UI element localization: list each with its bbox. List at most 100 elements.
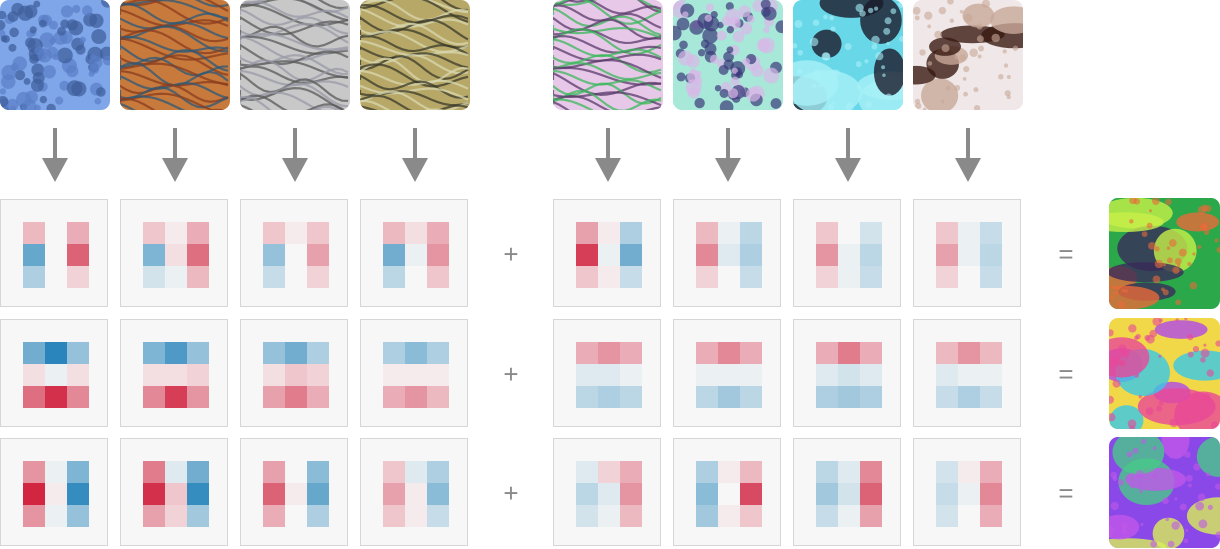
kernel-weight: [263, 244, 285, 266]
kernel-weight: [718, 505, 740, 527]
kernel-weights: [383, 342, 449, 408]
kernel-weight: [696, 505, 718, 527]
kernel-weight: [165, 461, 187, 483]
kernel-weight: [263, 386, 285, 408]
kernel-cell: [360, 319, 468, 427]
down-arrow-icon: [402, 128, 428, 182]
kernel-weight: [860, 364, 882, 386]
kernel-weight: [838, 342, 860, 364]
kernel-weight: [598, 483, 620, 505]
texture-cyan-blobs: [793, 0, 903, 110]
kernel-weights: [576, 342, 642, 408]
kernel-weights: [23, 461, 89, 527]
kernel-weight: [936, 244, 958, 266]
kernel-weight: [405, 266, 427, 288]
kernel-weight: [45, 386, 67, 408]
kernel-weights: [23, 222, 89, 288]
result-image-1: [1109, 198, 1220, 309]
kernel-weight: [143, 266, 165, 288]
kernel-cell: [913, 319, 1021, 427]
kernel-weight: [307, 386, 329, 408]
kernel-weight: [576, 505, 598, 527]
kernel-weight: [598, 266, 620, 288]
down-arrow-icon: [162, 128, 188, 182]
equals-sign: =: [1058, 478, 1074, 508]
kernel-weight: [187, 342, 209, 364]
kernel-weight: [23, 461, 45, 483]
kernel-weight: [620, 266, 642, 288]
kernel-weight: [816, 244, 838, 266]
kernel-weight: [838, 483, 860, 505]
equals-sign: =: [1058, 239, 1074, 269]
texture-white-brown-blobs: [913, 0, 1023, 110]
kernel-weight: [187, 222, 209, 244]
kernel-weight: [67, 386, 89, 408]
kernel-weight: [620, 386, 642, 408]
kernel-cell: [0, 199, 108, 307]
kernel-weight: [816, 222, 838, 244]
kernel-weights: [936, 222, 1002, 288]
texture-orange-stripes: [120, 0, 230, 110]
kernel-weight: [307, 222, 329, 244]
kernel-weight: [620, 244, 642, 266]
kernel-cell: [360, 438, 468, 546]
kernel-weight: [23, 342, 45, 364]
kernel-weight: [383, 505, 405, 527]
kernel-weight: [285, 364, 307, 386]
kernel-weight: [620, 342, 642, 364]
kernel-weight: [576, 461, 598, 483]
kernel-weight: [427, 364, 449, 386]
kernel-weight: [165, 364, 187, 386]
kernel-weight: [45, 244, 67, 266]
kernel-weight: [860, 266, 882, 288]
kernel-weight: [718, 244, 740, 266]
kernel-weights: [143, 342, 209, 408]
kernel-weight: [838, 266, 860, 288]
kernel-cell: [793, 319, 901, 427]
kernel-weight: [67, 266, 89, 288]
kernel-cell: [913, 438, 1021, 546]
kernel-weight: [696, 342, 718, 364]
kernel-weight: [23, 266, 45, 288]
kernel-weight: [263, 483, 285, 505]
down-arrow-icon: [282, 128, 308, 182]
kernel-weight: [958, 364, 980, 386]
kernel-weight: [958, 266, 980, 288]
kernel-weight: [187, 461, 209, 483]
kernel-cell: [673, 438, 781, 546]
kernel-weight: [980, 386, 1002, 408]
kernel-weight: [45, 364, 67, 386]
kernel-weight: [740, 483, 762, 505]
kernel-weight: [165, 386, 187, 408]
kernel-weight: [67, 222, 89, 244]
kernel-weight: [816, 342, 838, 364]
kernel-weight: [696, 386, 718, 408]
kernel-weight: [718, 461, 740, 483]
kernel-weight: [816, 364, 838, 386]
kernel-cell: [0, 438, 108, 546]
kernel-weights: [576, 222, 642, 288]
kernel-weight: [936, 386, 958, 408]
result-image-3: [1109, 437, 1220, 548]
kernel-weight: [187, 244, 209, 266]
kernel-weight: [958, 483, 980, 505]
kernel-weight: [816, 505, 838, 527]
kernel-weight: [285, 222, 307, 244]
kernel-weight: [936, 342, 958, 364]
kernel-weight: [958, 342, 980, 364]
kernel-weights: [263, 461, 329, 527]
kernel-weight: [405, 364, 427, 386]
kernel-weight: [307, 266, 329, 288]
kernel-weight: [958, 244, 980, 266]
down-arrow-icon: [835, 128, 861, 182]
kernel-weight: [427, 222, 449, 244]
kernel-weight: [45, 505, 67, 527]
kernel-weight: [23, 364, 45, 386]
kernel-weight: [165, 342, 187, 364]
kernel-weight: [620, 461, 642, 483]
plus-sign: +: [503, 478, 519, 508]
kernel-weight: [187, 364, 209, 386]
kernel-weight: [718, 222, 740, 244]
kernel-weight: [263, 222, 285, 244]
kernel-weight: [143, 244, 165, 266]
